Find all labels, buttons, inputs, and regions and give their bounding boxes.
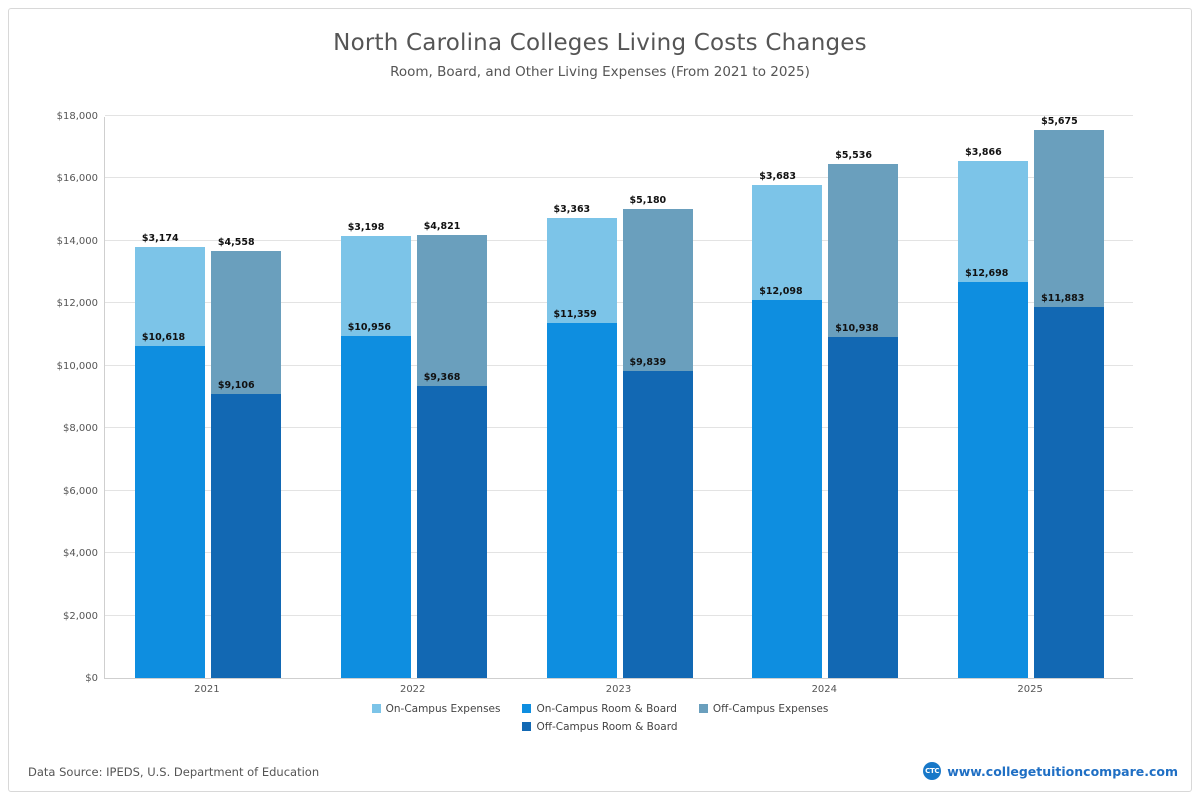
legend-label: Off-Campus Expenses [712, 703, 829, 715]
bar-value-label: $3,363 [553, 204, 591, 216]
bar-stack[interactable] [752, 185, 823, 678]
legend-swatch [371, 704, 381, 713]
bar-segment[interactable] [622, 370, 693, 678]
bar-value-label: $10,938 [835, 322, 879, 334]
y-axis-tick-label: $14,000 [56, 235, 98, 247]
bar-stack[interactable] [210, 251, 281, 678]
bar-segment[interactable] [416, 385, 487, 678]
bar-segment[interactable] [546, 218, 617, 324]
chart-legend: On-Campus Expenses On-Campus Room & Board… [0, 700, 1200, 736]
bar-segment[interactable] [416, 235, 487, 386]
bar-segment[interactable] [752, 185, 823, 301]
page-subtitle: Room, Board, and Other Living Expenses (… [390, 64, 810, 80]
bar-value-label: $10,956 [347, 321, 391, 333]
gridline [105, 614, 1133, 616]
bar-stack[interactable] [828, 163, 899, 678]
x-axis-tick-label: 2024 [811, 684, 838, 695]
gridline [105, 302, 1133, 304]
gridline [105, 177, 1133, 179]
bar-value-label: $11,883 [1041, 293, 1085, 304]
legend-label: On-Campus Expenses [385, 703, 501, 715]
gridline [105, 489, 1133, 491]
legend-item[interactable]: Off-Campus Expenses [698, 700, 829, 718]
bar-value-label: $3,683 [759, 171, 796, 183]
bar-value-label: $3,866 [965, 146, 1002, 158]
bar-value-label: $9,368 [423, 371, 461, 383]
y-axis-tick-label: $4,000 [63, 548, 98, 560]
bar-segment[interactable] [958, 281, 1029, 678]
y-axis-tick-label: $10,000 [56, 360, 98, 372]
bar-segment[interactable] [546, 323, 617, 678]
legend-item[interactable]: On-Campus Room & Board [522, 700, 677, 718]
y-axis-tick-label: $6,000 [63, 485, 98, 497]
gridline [105, 239, 1133, 241]
bar-segment[interactable] [210, 393, 281, 678]
bar-value-label: $5,675 [1041, 115, 1078, 127]
bar-stack[interactable] [958, 160, 1029, 678]
y-axis-tick-label: $16,000 [56, 173, 98, 185]
bar-stack[interactable] [416, 235, 487, 678]
bar-segment[interactable] [1034, 307, 1105, 678]
bar-segment[interactable] [622, 209, 693, 371]
x-axis-tick-label: 2025 [1017, 684, 1043, 695]
bar-segment[interactable] [210, 251, 281, 394]
legend-label: On-Campus Room & Board [536, 703, 677, 715]
legend-swatch [522, 704, 532, 713]
bar-segment[interactable] [134, 346, 205, 678]
bar-segment[interactable] [340, 236, 411, 336]
y-axis-tick-label: $2,000 [63, 610, 98, 622]
bar-stack[interactable] [340, 236, 411, 678]
bar-value-label: $3,198 [347, 222, 385, 234]
gridline [105, 552, 1133, 554]
legend-item[interactable]: On-Campus Expenses [371, 700, 501, 718]
bar-segment[interactable] [828, 336, 899, 678]
bar-value-label: $10,618 [141, 332, 186, 344]
gridline [105, 427, 1133, 429]
y-axis-tick-label: $12,000 [56, 298, 98, 310]
brand-url: www.collegetuitioncompare.com [947, 763, 1178, 779]
y-axis-tick-label: $8,000 [63, 423, 98, 435]
bar-segment[interactable] [134, 247, 205, 347]
bar-stack[interactable] [134, 247, 205, 678]
bar-value-label: $5,536 [835, 149, 872, 161]
bar-value-label: $3,174 [141, 233, 179, 245]
bar-value-label: $11,359 [553, 309, 597, 321]
bar-segment[interactable] [340, 335, 411, 678]
bar-value-label: $12,698 [965, 267, 1009, 279]
bar-stack[interactable] [622, 209, 693, 678]
x-axis-tick-label: 2022 [399, 684, 426, 695]
legend-swatch [522, 722, 532, 731]
bar-value-label: $4,558 [217, 237, 255, 249]
legend-item[interactable]: Off-Campus Room & Board [522, 718, 678, 736]
bar-value-label: $9,839 [629, 356, 667, 368]
bar-segment[interactable] [752, 300, 823, 678]
data-source-text: Data Source: IPEDS, U.S. Department of E… [28, 765, 320, 779]
gridline [105, 115, 1133, 116]
bar-segment[interactable] [1034, 129, 1105, 307]
gridline [105, 364, 1133, 366]
bar-segment[interactable] [828, 163, 899, 337]
bar-value-label: $12,098 [759, 286, 803, 298]
bar-stack[interactable] [546, 218, 617, 678]
bar-value-label: $4,821 [423, 221, 461, 232]
plot-area: $10,618 $3,174 $9,106 $4,558 $10,956 $3,198 $9… [104, 115, 1133, 679]
bar-value-label: $9,106 [217, 379, 255, 391]
page-title: North Carolina Colleges Living Costs Cha… [333, 30, 867, 56]
legend-label: Off-Campus Room & Board [536, 721, 678, 733]
y-axis-tick-label: $0 [85, 673, 98, 684]
brand-link[interactable]: CTC www.collegetuitioncompare.com [923, 762, 1178, 780]
bar-value-label: $5,180 [629, 195, 667, 207]
bar-stack[interactable] [1034, 129, 1105, 678]
y-axis-tick-label: $18,000 [56, 111, 98, 122]
legend-swatch [698, 704, 708, 713]
x-axis-tick-label: 2023 [605, 684, 632, 695]
x-axis-tick-label: 2021 [194, 684, 220, 695]
ctc-logo-icon: CTC [923, 762, 942, 780]
bar-segment[interactable] [958, 160, 1029, 282]
